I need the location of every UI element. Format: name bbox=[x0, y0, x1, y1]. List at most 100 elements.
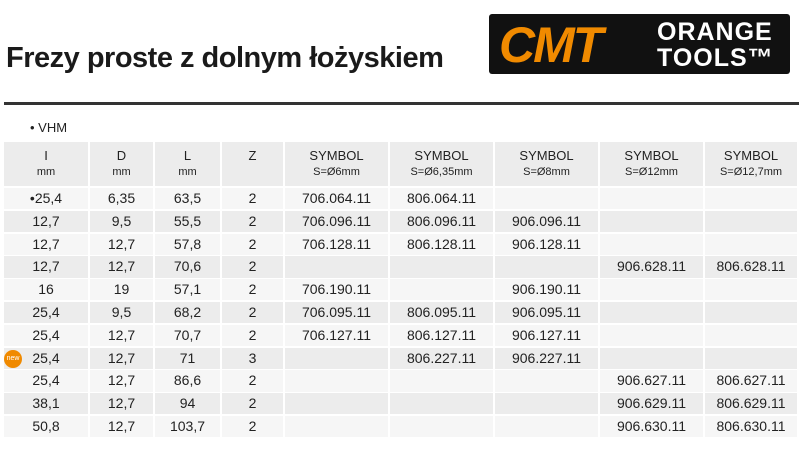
table-cell bbox=[705, 233, 797, 255]
table-cell: 2 bbox=[222, 393, 283, 415]
table-cell: 12,7 bbox=[4, 210, 88, 233]
table-cell: 906.227.11 bbox=[495, 347, 598, 369]
header-unit: S=Ø8mm bbox=[523, 166, 570, 178]
header-unit: S=Ø6mm bbox=[313, 166, 360, 178]
table-cell bbox=[495, 370, 598, 392]
logo-line: TOOLS™ bbox=[657, 44, 774, 72]
logo-line: ORANGE bbox=[657, 18, 773, 46]
header-cell: SYMBOL S=Ø6,35mm bbox=[390, 142, 493, 186]
table-cell: 103,7 bbox=[155, 416, 220, 438]
table-cell: 2 bbox=[222, 210, 283, 233]
table-cell: 9,5 bbox=[90, 302, 153, 324]
header-unit: S=Ø12mm bbox=[625, 166, 678, 178]
table-cell: 706.064.11 bbox=[285, 188, 388, 210]
table-cell: 806.128.11 bbox=[390, 233, 493, 255]
header-cell: SYMBOL S=Ø8mm bbox=[495, 142, 598, 186]
header-cell: Z bbox=[222, 142, 283, 186]
table-cell: 906.190.11 bbox=[495, 279, 598, 301]
table-cell bbox=[705, 347, 797, 369]
table-cell bbox=[705, 210, 797, 233]
table-cell: 57,8 bbox=[155, 233, 220, 255]
table-cell: 706.127.11 bbox=[285, 324, 388, 347]
header-unit: mm bbox=[36, 166, 56, 178]
table-cell bbox=[600, 279, 703, 301]
table-cell: 806.064.11 bbox=[390, 188, 493, 210]
table-cell: 12,7 bbox=[90, 393, 153, 415]
header-unit: S=Ø12,7mm bbox=[719, 166, 783, 178]
table-cell: 70,6 bbox=[155, 256, 220, 278]
table-cell: 25,4 bbox=[4, 324, 88, 347]
table-cell: 806.629.11 bbox=[705, 393, 797, 415]
table-cell: 2 bbox=[222, 188, 283, 210]
table-cell: 68,2 bbox=[155, 302, 220, 324]
divider bbox=[4, 102, 799, 105]
table-cell: 6,35 bbox=[90, 188, 153, 210]
table-cell bbox=[285, 256, 388, 278]
table-cell bbox=[495, 393, 598, 415]
table-cell: 2 bbox=[222, 324, 283, 347]
table-cell: 2 bbox=[222, 416, 283, 438]
table-cell bbox=[600, 324, 703, 347]
table-cell bbox=[495, 256, 598, 278]
table-cell: 71 bbox=[155, 347, 220, 369]
section-label: • VHM bbox=[30, 120, 68, 135]
table-cell bbox=[600, 188, 703, 210]
header-unit: mm bbox=[178, 166, 197, 178]
table-cell bbox=[495, 188, 598, 210]
table-cell: 906.128.11 bbox=[495, 233, 598, 255]
table-cell bbox=[390, 370, 493, 392]
table-cell: 806.127.11 bbox=[390, 324, 493, 347]
table-cell: 906.096.11 bbox=[495, 210, 598, 233]
new-badge: new bbox=[4, 349, 22, 368]
table-cell: 906.628.11 bbox=[600, 256, 703, 278]
table-cell: 806.096.11 bbox=[390, 210, 493, 233]
table-cell: 12,7 bbox=[90, 324, 153, 347]
header-cell: SYMBOL S=Ø12,7mm bbox=[705, 142, 797, 186]
table-cell: 906.127.11 bbox=[495, 324, 598, 347]
header-label: SYMBOL bbox=[624, 148, 679, 163]
table-cell: 12,7 bbox=[90, 347, 153, 369]
header-unit: S=Ø6,35mm bbox=[410, 166, 473, 178]
header-label: SYMBOL bbox=[723, 148, 779, 163]
table-cell: 57,1 bbox=[155, 279, 220, 301]
logo: CMT ORANGE TOOLS™ bbox=[489, 14, 790, 74]
table-cell: •25,4 bbox=[4, 188, 88, 210]
table-cell: 906.095.11 bbox=[495, 302, 598, 324]
table-cell bbox=[705, 302, 797, 324]
table-cell: 55,5 bbox=[155, 210, 220, 233]
table-cell bbox=[600, 233, 703, 255]
table-cell: 63,5 bbox=[155, 188, 220, 210]
table-cell bbox=[390, 393, 493, 415]
table-cell bbox=[495, 416, 598, 438]
table-cell: 706.190.11 bbox=[285, 279, 388, 301]
table-cell: 706.095.11 bbox=[285, 302, 388, 324]
table-cell: 3 bbox=[222, 347, 283, 369]
header-label: SYMBOL bbox=[519, 148, 574, 163]
table-cell: 2 bbox=[222, 256, 283, 278]
header-label: SYMBOL bbox=[309, 148, 364, 163]
table-cell: 906.629.11 bbox=[600, 393, 703, 415]
table-cell: 2 bbox=[222, 233, 283, 255]
table-cell: 706.128.11 bbox=[285, 233, 388, 255]
table-cell: 806.227.11 bbox=[390, 347, 493, 369]
table-cell bbox=[705, 324, 797, 347]
table-cell bbox=[600, 347, 703, 369]
table-cell: 2 bbox=[222, 279, 283, 301]
header-label: SYMBOL bbox=[414, 148, 469, 163]
table-cell bbox=[705, 279, 797, 301]
page-title: Frezy proste z dolnym łożyskiem bbox=[6, 42, 444, 74]
table-cell: 706.096.11 bbox=[285, 210, 388, 233]
table-cell: 12,7 bbox=[4, 256, 88, 278]
table-cell: 806.095.11 bbox=[390, 302, 493, 324]
header-cell: SYMBOL S=Ø6mm bbox=[285, 142, 388, 186]
table-cell bbox=[285, 370, 388, 392]
header-unit: mm bbox=[112, 166, 131, 178]
table-cell: 12,7 bbox=[90, 256, 153, 278]
table-cell: 906.627.11 bbox=[600, 370, 703, 392]
table-cell bbox=[600, 302, 703, 324]
table-cell: 12,7 bbox=[90, 370, 153, 392]
table-cell: 94 bbox=[155, 393, 220, 415]
